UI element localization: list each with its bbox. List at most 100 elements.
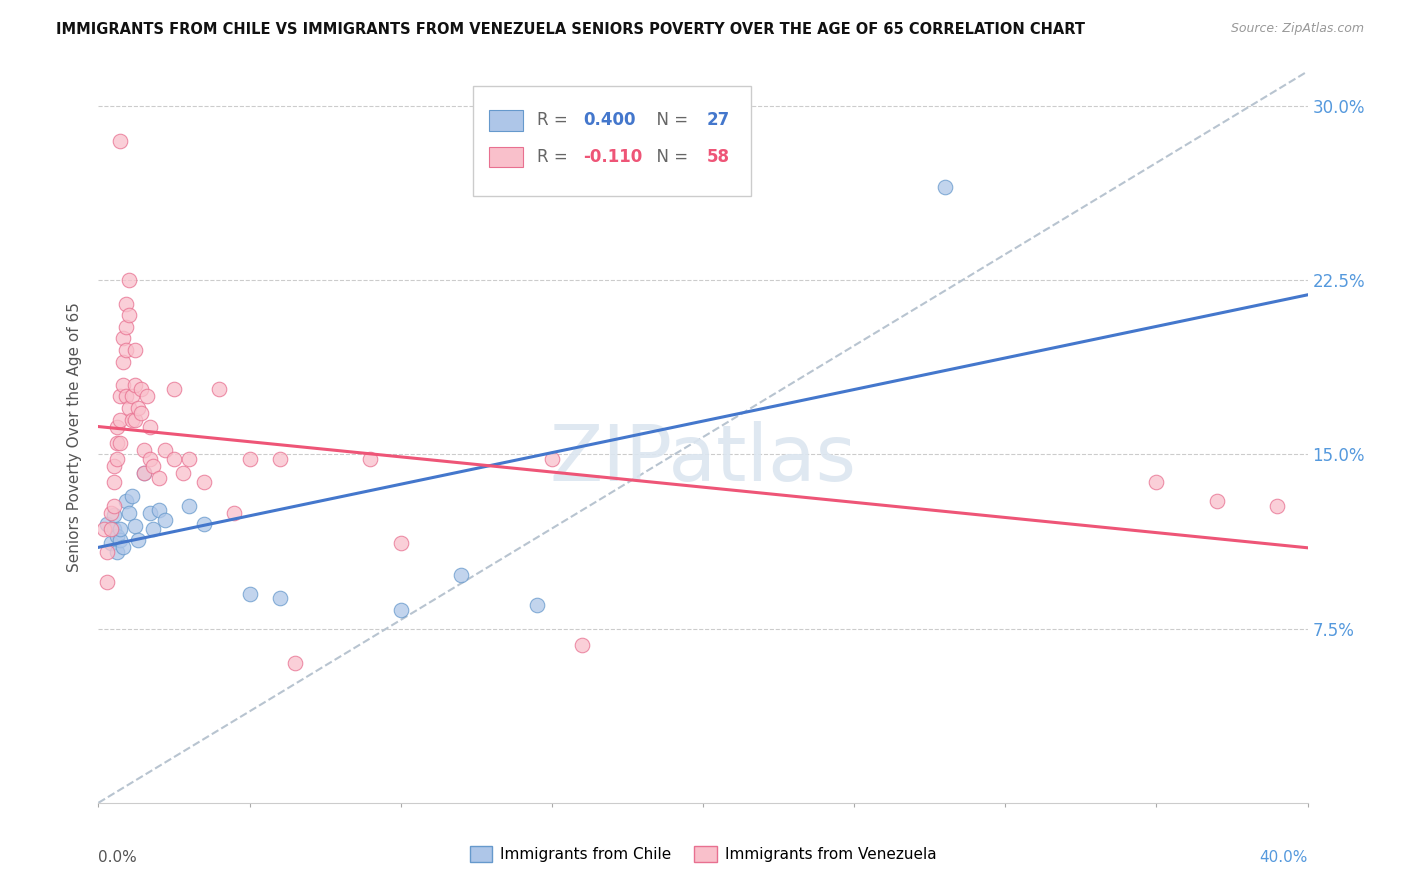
Point <box>121 489 143 503</box>
Point <box>124 343 146 357</box>
Point <box>114 319 136 334</box>
Point <box>153 512 176 526</box>
Point <box>239 452 262 467</box>
Point <box>193 475 215 490</box>
Point <box>139 506 162 520</box>
Point <box>118 308 141 322</box>
Point <box>105 545 128 559</box>
Point <box>139 419 162 434</box>
Point <box>124 519 146 533</box>
Point <box>142 522 165 536</box>
Text: 27: 27 <box>707 112 730 129</box>
Point <box>450 568 472 582</box>
Point <box>108 522 131 536</box>
Point <box>103 475 125 490</box>
Point <box>114 494 136 508</box>
Point <box>148 471 170 485</box>
Text: 40.0%: 40.0% <box>1260 850 1308 865</box>
FancyBboxPatch shape <box>489 110 523 130</box>
Legend: Immigrants from Chile, Immigrants from Venezuela: Immigrants from Chile, Immigrants from V… <box>464 840 942 868</box>
Text: IMMIGRANTS FROM CHILE VS IMMIGRANTS FROM VENEZUELA SENIORS POVERTY OVER THE AGE : IMMIGRANTS FROM CHILE VS IMMIGRANTS FROM… <box>56 22 1085 37</box>
Point <box>172 466 194 480</box>
Point <box>571 638 593 652</box>
Point <box>1206 494 1229 508</box>
Point <box>193 517 215 532</box>
Point <box>1267 499 1289 513</box>
Point <box>96 517 118 532</box>
Point <box>127 533 149 548</box>
Point <box>124 377 146 392</box>
Point <box>132 466 155 480</box>
Point <box>124 412 146 426</box>
Point <box>153 442 176 457</box>
Point <box>111 331 134 345</box>
Point <box>239 587 262 601</box>
Point <box>100 522 122 536</box>
Point <box>1144 475 1167 490</box>
Point <box>96 575 118 590</box>
Point <box>132 466 155 480</box>
Point <box>108 412 131 426</box>
Point <box>135 389 157 403</box>
Point <box>224 506 246 520</box>
Point <box>100 535 122 549</box>
Point <box>105 419 128 434</box>
Point <box>179 499 201 513</box>
Point <box>129 406 152 420</box>
Point <box>526 599 548 613</box>
Y-axis label: Seniors Poverty Over the Age of 65: Seniors Poverty Over the Age of 65 <box>67 302 83 572</box>
Point <box>163 452 186 467</box>
Point <box>142 459 165 474</box>
Point <box>118 401 141 415</box>
FancyBboxPatch shape <box>489 146 523 167</box>
Point <box>129 383 152 397</box>
Point <box>208 383 231 397</box>
Point <box>132 442 155 457</box>
Point <box>105 452 128 467</box>
Point <box>111 541 134 555</box>
Point <box>111 377 134 392</box>
Point <box>108 134 131 148</box>
Point <box>118 506 141 520</box>
Point <box>103 508 125 522</box>
Point <box>108 533 131 548</box>
Text: 58: 58 <box>707 148 730 166</box>
Point <box>389 603 412 617</box>
Point <box>103 459 125 474</box>
Point <box>127 401 149 415</box>
Point <box>105 436 128 450</box>
Point <box>108 389 131 403</box>
Point <box>360 452 382 467</box>
Point <box>148 503 170 517</box>
Point <box>163 383 186 397</box>
Point <box>121 389 143 403</box>
Text: R =: R = <box>537 148 574 166</box>
Point <box>934 180 956 194</box>
Point <box>139 452 162 467</box>
Point <box>93 522 115 536</box>
Point <box>389 535 412 549</box>
Point <box>96 545 118 559</box>
Text: -0.110: -0.110 <box>583 148 643 166</box>
Point <box>284 657 307 671</box>
Point <box>105 529 128 543</box>
Text: R =: R = <box>537 112 574 129</box>
Text: 0.0%: 0.0% <box>98 850 138 865</box>
Text: ZIPatlas: ZIPatlas <box>550 421 856 497</box>
FancyBboxPatch shape <box>474 86 751 195</box>
Point <box>121 412 143 426</box>
Point <box>269 591 291 606</box>
Point <box>114 389 136 403</box>
Point <box>111 354 134 368</box>
Point <box>179 452 201 467</box>
Point <box>118 273 141 287</box>
Text: N =: N = <box>647 148 693 166</box>
Point <box>114 296 136 310</box>
Text: N =: N = <box>647 112 693 129</box>
Point <box>103 522 125 536</box>
Point <box>100 506 122 520</box>
Point <box>108 436 131 450</box>
Point <box>103 499 125 513</box>
Text: 0.400: 0.400 <box>583 112 636 129</box>
Point <box>540 452 562 467</box>
